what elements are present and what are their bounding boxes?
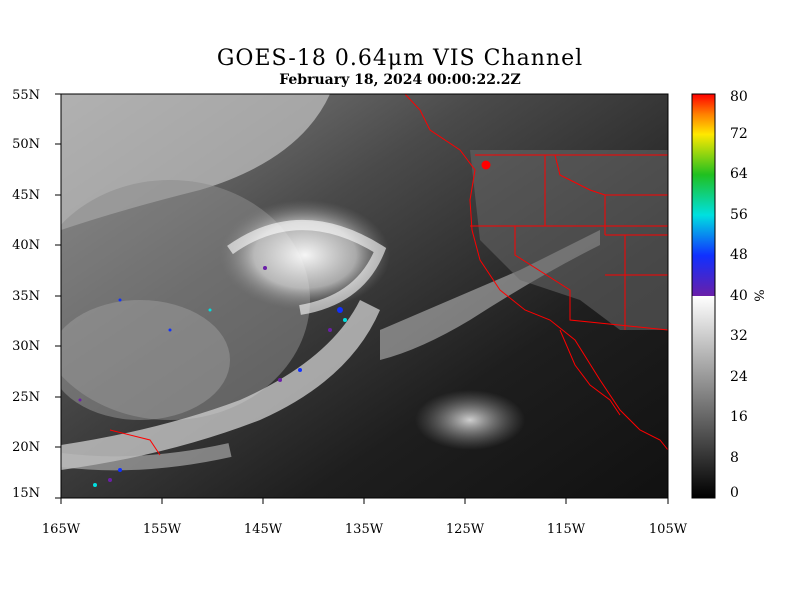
lat-label-20n: 20N: [12, 440, 40, 455]
colorbar-unit: %: [750, 289, 766, 302]
lat-label-25n: 25N: [12, 390, 40, 405]
colorbar-tick-16: 16: [730, 409, 748, 425]
lon-label-155w: 155W: [142, 522, 182, 537]
lon-label-115w: 115W: [546, 522, 586, 537]
lat-label-55n: 55N: [12, 88, 40, 103]
colorbar-tick-48: 48: [730, 247, 748, 263]
lon-label-135w: 135W: [344, 522, 384, 537]
high-reflectance-speckles: [78, 266, 347, 487]
colorbar-tick-64: 64: [730, 166, 748, 182]
chart-subtitle: February 18, 2024 00:00:22.2Z: [279, 72, 521, 88]
axis-ticks: [55, 93, 669, 504]
colorbar-tick-40: 40: [730, 288, 748, 304]
colorbar-tick-72: 72: [730, 126, 748, 142]
lat-label-30n: 30N: [12, 339, 40, 354]
lat-label-15n: 15N: [12, 486, 40, 501]
lon-label-145w: 145W: [243, 522, 283, 537]
lon-label-105w: 105W: [648, 522, 688, 537]
lat-label-40n: 40N: [12, 238, 40, 253]
lat-label-50n: 50N: [12, 137, 40, 152]
political-borders: [109, 94, 668, 456]
colorbar: [691, 93, 716, 499]
colorbar-tick-0: 0: [730, 485, 739, 501]
lat-label-45n: 45N: [12, 188, 40, 203]
colorbar-tick-80: 80: [730, 89, 748, 105]
colorbar-tick-24: 24: [730, 369, 748, 385]
colorbar-tick-32: 32: [730, 328, 748, 344]
chart-title: GOES-18 0.64μm VIS Channel: [216, 46, 584, 71]
satellite-imagery: [61, 94, 668, 498]
lat-label-35n: 35N: [12, 289, 40, 304]
colorbar-tick-8: 8: [730, 450, 739, 466]
colorbar-tick-56: 56: [730, 207, 748, 223]
lon-label-165w: 165W: [41, 522, 81, 537]
lon-label-125w: 125W: [445, 522, 485, 537]
